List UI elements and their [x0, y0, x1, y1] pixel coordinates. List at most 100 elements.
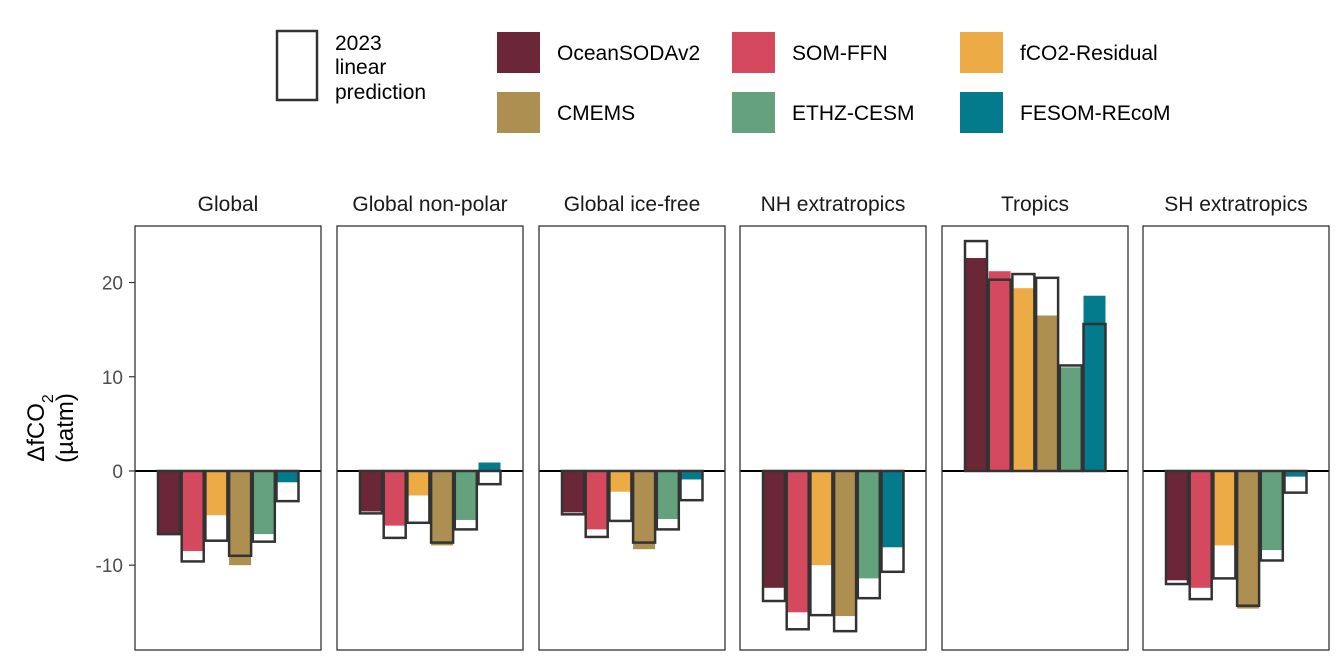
- bar-CMEMS: [633, 470, 656, 550]
- prediction-outline-SOM-FFN: [1188, 469, 1213, 601]
- bar-fCO2-Residual: [609, 470, 632, 492]
- legend-outline-label-line3: prediction: [335, 81, 426, 104]
- bar-FESOM-REcoM: [1083, 295, 1106, 471]
- bar-ETHZ-CESM: [454, 470, 477, 520]
- prediction-outline-OceanSODAv2: [761, 469, 787, 603]
- panel-4: Tropics: [941, 193, 1129, 651]
- prediction-outline-fCO2-Residual: [204, 469, 229, 542]
- prediction-outline-CMEMS: [227, 469, 253, 558]
- bar-fCO2-Residual: [1012, 288, 1035, 471]
- prediction-outline-CMEMS: [1235, 469, 1261, 607]
- y-tick-label-2: 0: [112, 462, 123, 483]
- y-tick-label-1: 10: [102, 368, 123, 389]
- panel-5: SH extratropics: [1142, 193, 1330, 651]
- prediction-outline-CMEMS: [1034, 276, 1060, 473]
- bar-SOM-FFN: [585, 470, 608, 530]
- legend-key-5: [960, 92, 1003, 133]
- prediction-outline-SOM-FFN: [584, 469, 609, 539]
- panel-border: [336, 225, 524, 651]
- bar-FESOM-REcoM: [478, 462, 501, 471]
- prediction-outline-ETHZ-CESM: [1259, 469, 1285, 562]
- panel-border: [941, 225, 1129, 651]
- bar-fCO2-Residual: [1213, 470, 1236, 546]
- prediction-outline-ETHZ-CESM: [251, 469, 277, 543]
- legend-label-3: CMEMS: [557, 102, 635, 125]
- legend-key-3: [497, 92, 540, 133]
- y-tick-label-3: -10: [96, 556, 123, 577]
- prediction-outline-OceanSODAv2: [1164, 469, 1190, 586]
- bar-fCO2-Residual: [407, 470, 430, 496]
- bar-CMEMS: [834, 470, 857, 617]
- bar-FESOM-REcoM: [881, 470, 904, 548]
- prediction-outline-fCO2-Residual: [406, 469, 431, 525]
- y-axis-label: ΔfCO2: [23, 394, 57, 462]
- bar-OceanSODAv2: [158, 470, 180, 536]
- bar-OceanSODAv2: [562, 470, 584, 513]
- y-tick-label-0: 20: [102, 274, 123, 295]
- bar-SOM-FFN: [383, 470, 406, 526]
- bar-OceanSODAv2: [763, 470, 785, 588]
- panel-title: NH extratropics: [761, 193, 906, 216]
- prediction-outline-SOM-FFN: [785, 469, 810, 631]
- prediction-outline-OceanSODAv2: [358, 469, 384, 515]
- prediction-outline-FESOM-REcoM: [679, 469, 704, 502]
- panel-border: [1142, 225, 1330, 651]
- bar-SOM-FFN: [988, 271, 1011, 471]
- panel-border: [739, 225, 927, 651]
- prediction-outline-SOM-FFN: [987, 278, 1012, 473]
- panel-title: Tropics: [1001, 193, 1069, 216]
- prediction-outline-FESOM-REcoM: [275, 469, 300, 503]
- prediction-outline-CMEMS: [832, 469, 858, 633]
- prediction-outline-fCO2-Residual: [608, 469, 633, 523]
- legend-label-4: ETHZ-CESM: [792, 102, 915, 125]
- panel-title: Global ice-free: [564, 193, 701, 216]
- legend-label-1: SOM-FFN: [792, 42, 888, 65]
- prediction-outline-ETHZ-CESM: [856, 469, 882, 600]
- panel-title: Global: [198, 193, 259, 216]
- prediction-outline-ETHZ-CESM: [655, 469, 681, 531]
- bar-SOM-FFN: [1189, 470, 1212, 588]
- bar-ETHZ-CESM: [656, 470, 679, 520]
- bar-SOM-FFN: [786, 470, 809, 613]
- bar-OceanSODAv2: [1166, 470, 1188, 581]
- legend-key-4: [732, 92, 775, 133]
- bar-ETHZ-CESM: [857, 470, 880, 579]
- prediction-outline-CMEMS: [429, 469, 455, 544]
- bar-CMEMS: [229, 470, 252, 566]
- bar-ETHZ-CESM: [1260, 470, 1283, 551]
- bar-OceanSODAv2: [360, 470, 382, 512]
- panel-border: [134, 225, 322, 651]
- prediction-outline-FESOM-REcoM: [1283, 469, 1308, 494]
- legend: 2023 linear prediction OceanSODAv2 SOM-FF…: [275, 29, 1171, 133]
- prediction-outline-fCO2-Residual: [1212, 469, 1237, 580]
- legend-key-1: [732, 32, 775, 73]
- bar-FESOM-REcoM: [1284, 470, 1307, 477]
- legend-label-5: FESOM-REcoM: [1020, 102, 1171, 125]
- prediction-outline-OceanSODAv2: [156, 469, 182, 536]
- prediction-outline-FESOM-REcoM: [477, 469, 502, 486]
- y-axis-title: ΔfCO2(µatm) 20 10 0 -10: [23, 274, 135, 577]
- bar-FESOM-REcoM: [276, 470, 299, 483]
- prediction-outline-FESOM-REcoM: [880, 469, 905, 574]
- panel-2: Global ice-free: [538, 193, 726, 651]
- y-axis-label-subscript: 2: [40, 394, 57, 403]
- prediction-outline-fCO2-Residual: [1011, 272, 1036, 473]
- bar-ETHZ-CESM: [1059, 367, 1082, 471]
- prediction-outline-ETHZ-CESM: [1058, 364, 1084, 473]
- legend-outline-label-line2: linear: [335, 56, 386, 79]
- prediction-outline-OceanSODAv2: [560, 469, 586, 516]
- prediction-outline-fCO2-Residual: [809, 469, 834, 617]
- bar-CMEMS: [1237, 470, 1260, 609]
- panel-title: SH extratropics: [1164, 193, 1308, 216]
- y-axis-label-main: ΔfCO: [23, 403, 50, 462]
- panel-0: Global: [134, 193, 322, 651]
- bar-SOM-FFN: [181, 470, 204, 552]
- panel-1: Global non-polar: [336, 193, 524, 651]
- bar-ETHZ-CESM: [252, 470, 275, 535]
- legend-key-2: [960, 32, 1003, 73]
- bar-FESOM-REcoM: [680, 470, 703, 480]
- panel-border: [538, 225, 726, 651]
- panel-title: Global non-polar: [352, 193, 507, 216]
- bar-CMEMS: [1036, 315, 1059, 471]
